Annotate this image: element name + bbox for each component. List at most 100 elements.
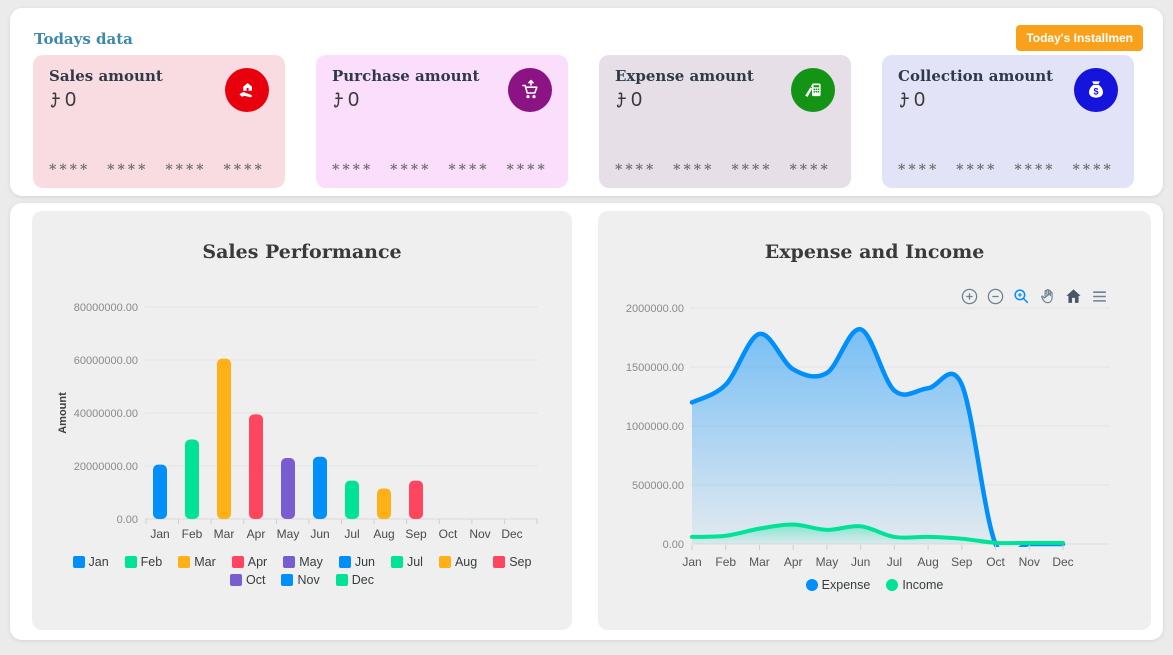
svg-text:0.00: 0.00 bbox=[117, 514, 138, 526]
expense-income-area-chart: 0.00 500000.00 1000000.00 1500000.00 2000000… bbox=[626, 303, 1110, 569]
pan-hand-icon[interactable] bbox=[1038, 287, 1057, 306]
svg-text:Mar: Mar bbox=[749, 555, 770, 569]
svg-text:Nov: Nov bbox=[1019, 555, 1040, 569]
expense-icon-badge bbox=[791, 68, 835, 112]
svg-text:20000000.00: 20000000.00 bbox=[74, 461, 138, 473]
svg-text:60000000.00: 60000000.00 bbox=[74, 355, 138, 367]
bar-Sep[interactable] bbox=[409, 480, 423, 519]
amount-text: 0 bbox=[65, 89, 77, 111]
svg-text:1500000.00: 1500000.00 bbox=[626, 362, 684, 374]
legend-item-Jun[interactable]: Jun bbox=[338, 555, 375, 569]
todays-data-section: Todays data Today's Installmen Sales amo… bbox=[10, 8, 1163, 196]
home-icon[interactable] bbox=[1064, 287, 1083, 306]
section-title: Todays data bbox=[34, 30, 133, 48]
legend-item-Aug[interactable]: Aug bbox=[438, 555, 477, 569]
cart-icon bbox=[522, 79, 538, 99]
legend-item-Nov[interactable]: Nov bbox=[281, 573, 320, 587]
bar-Aug[interactable] bbox=[377, 488, 391, 519]
legend-item-May[interactable]: May bbox=[283, 555, 323, 569]
calculator-icon bbox=[805, 83, 821, 97]
expense-income-legend: Expense Income bbox=[615, 576, 1135, 594]
collection-icon-badge: $ bbox=[1074, 68, 1118, 112]
svg-text:Aug: Aug bbox=[917, 555, 938, 569]
legend-item-Dec[interactable]: Dec bbox=[335, 573, 374, 587]
card-value: 0 bbox=[898, 89, 1118, 112]
bar-Mar[interactable] bbox=[217, 358, 231, 519]
income-area bbox=[692, 524, 1063, 544]
menu-icon[interactable] bbox=[1090, 287, 1109, 306]
svg-text:Jun: Jun bbox=[851, 555, 870, 569]
svg-text:Oct: Oct bbox=[986, 555, 1005, 569]
charts-section: Sales Performance 0.00 20000000.00 4000000… bbox=[10, 203, 1163, 640]
card-title: Collection amount bbox=[898, 67, 1054, 85]
card-title: Sales amount bbox=[49, 67, 163, 85]
masked-digits: **** **** **** **** bbox=[49, 162, 265, 178]
bar-Jul[interactable] bbox=[345, 480, 359, 519]
svg-text:Jul: Jul bbox=[887, 555, 902, 569]
legend-item-Apr[interactable]: Apr bbox=[231, 555, 267, 569]
income-line[interactable] bbox=[690, 522, 1065, 546]
legend-item-Sep[interactable]: Sep bbox=[493, 555, 531, 569]
sales-icon-badge bbox=[225, 68, 269, 112]
svg-text:Oct: Oct bbox=[439, 527, 458, 541]
svg-text:Jul: Jul bbox=[344, 527, 359, 541]
svg-text:Mar: Mar bbox=[214, 527, 235, 541]
svg-text:Jan: Jan bbox=[682, 555, 701, 569]
svg-text:Dec: Dec bbox=[1052, 555, 1073, 569]
svg-text:Jan: Jan bbox=[150, 527, 169, 541]
selection-zoom-icon[interactable] bbox=[1012, 287, 1031, 306]
legend-item-Jan[interactable]: Jan bbox=[72, 555, 109, 569]
zoom-out-icon[interactable] bbox=[986, 287, 1005, 306]
svg-text:80000000.00: 80000000.00 bbox=[74, 302, 138, 314]
expense-amount-card: Expense amount 0 bbox=[599, 55, 851, 188]
masked-digits: **** **** **** **** bbox=[332, 162, 548, 178]
sales-amount-card: Sales amount 0 **** **** **** **** bbox=[33, 55, 285, 188]
sales-chart-legend: Jan Feb Mar Apr May Jun Jul Aug Sep Oct Nov Dec bbox=[42, 553, 562, 589]
taka-currency-icon bbox=[899, 92, 909, 108]
summary-cards-row: Sales amount 0 **** **** **** **** Purch… bbox=[33, 55, 1134, 188]
svg-text:Feb: Feb bbox=[182, 527, 203, 541]
bar-May[interactable] bbox=[281, 458, 295, 519]
expense-area bbox=[692, 329, 1063, 547]
svg-text:May: May bbox=[277, 527, 300, 541]
sales-bar-chart: 0.00 20000000.00 40000000.00 60000000.00 800… bbox=[57, 302, 538, 541]
amount-text: 0 bbox=[914, 89, 926, 111]
svg-text:Nov: Nov bbox=[469, 527, 490, 541]
card-title: Purchase amount bbox=[332, 67, 480, 85]
todays-installment-button[interactable]: Today's Installmen bbox=[1016, 25, 1143, 51]
svg-text:1000000.00: 1000000.00 bbox=[626, 421, 684, 433]
legend-item-Jul[interactable]: Jul bbox=[390, 555, 423, 569]
collection-amount-card: Collection amount 0 $ **** **** **** ***… bbox=[882, 55, 1134, 188]
purchase-amount-card: Purchase amount 0 **** **** *** bbox=[316, 55, 568, 188]
legend-item-expense[interactable]: Expense bbox=[805, 578, 870, 592]
svg-text:Aug: Aug bbox=[373, 527, 394, 541]
svg-text:Feb: Feb bbox=[715, 555, 736, 569]
bar-Apr[interactable] bbox=[249, 414, 263, 519]
masked-digits: **** **** **** **** bbox=[898, 162, 1114, 178]
legend-item-Mar[interactable]: Mar bbox=[178, 555, 216, 569]
svg-text:40000000.00: 40000000.00 bbox=[74, 408, 138, 420]
zoom-in-icon[interactable] bbox=[960, 287, 979, 306]
svg-text:500000.00: 500000.00 bbox=[632, 480, 684, 492]
money-bag-icon: $ bbox=[1089, 81, 1103, 98]
sales-performance-panel: Sales Performance 0.00 20000000.00 4000000… bbox=[32, 211, 572, 630]
legend-item-income[interactable]: Income bbox=[886, 578, 943, 592]
svg-text:Dec: Dec bbox=[501, 527, 522, 541]
bar-Jan[interactable] bbox=[153, 464, 167, 519]
svg-text:Jun: Jun bbox=[310, 527, 329, 541]
svg-text:Apr: Apr bbox=[247, 527, 266, 541]
legend-item-Oct[interactable]: Oct bbox=[230, 573, 265, 587]
hand-house-icon bbox=[239, 83, 252, 98]
bar-Feb[interactable] bbox=[185, 439, 199, 520]
svg-text:2000000.00: 2000000.00 bbox=[626, 303, 684, 315]
bar-Jun[interactable] bbox=[313, 456, 327, 519]
masked-digits: **** **** **** **** bbox=[615, 162, 831, 178]
purchase-icon-badge bbox=[508, 68, 552, 112]
legend-item-Feb[interactable]: Feb bbox=[124, 555, 162, 569]
svg-text:Apr: Apr bbox=[784, 555, 803, 569]
taka-currency-icon bbox=[50, 92, 60, 108]
svg-text:Sep: Sep bbox=[951, 555, 973, 569]
amount-text: 0 bbox=[631, 89, 643, 111]
card-title: Expense amount bbox=[615, 67, 754, 85]
